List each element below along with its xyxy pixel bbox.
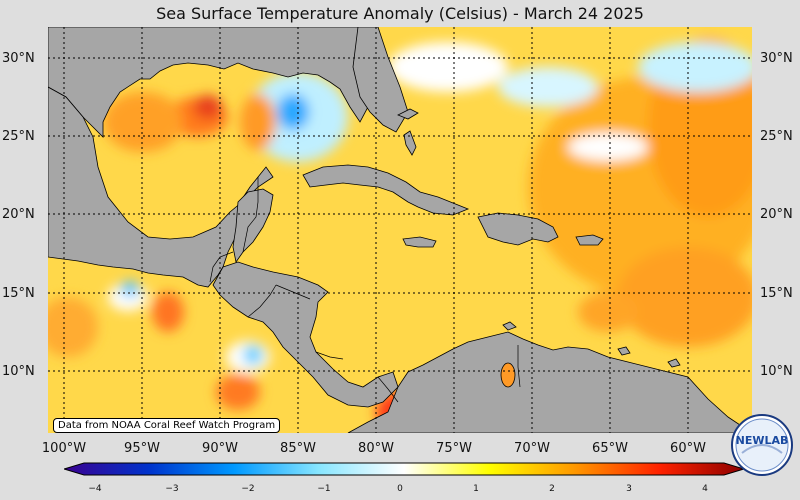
lat-label-right-30: 30°N <box>760 51 793 66</box>
lon-label-60w: 60°W <box>670 441 706 456</box>
lake-maracaibo <box>500 362 516 388</box>
land-masses <box>48 27 752 433</box>
lon-label-85w: 85°W <box>280 441 316 456</box>
colorbar-tick: 2 <box>549 484 555 494</box>
lat-label-right-15: 15°N <box>760 286 793 301</box>
lon-label-90w: 90°W <box>202 441 238 456</box>
lat-label-left-20: 20°N <box>2 207 35 222</box>
colorbar-tick: −2 <box>241 484 255 494</box>
newlab-logo: NEWLAB <box>731 414 793 476</box>
lat-label-left-10: 10°N <box>2 364 35 379</box>
colorbar-tick: 0 <box>397 484 403 494</box>
map-title: Sea Surface Temperature Anomaly (Celsius… <box>156 4 644 23</box>
data-credit-label: Data from NOAA Coral Reef Watch Program <box>53 418 281 433</box>
lat-label-right-10: 10°N <box>760 364 793 379</box>
lat-label-left-30: 30°N <box>2 51 35 66</box>
country-borders <box>209 177 521 403</box>
lon-label-75w: 75°W <box>436 441 472 456</box>
lon-label-65w: 65°W <box>592 441 628 456</box>
colorbar-tick: 4 <box>702 484 708 494</box>
colorbar-tick: 1 <box>473 484 479 494</box>
graticule <box>48 27 752 433</box>
lon-label-80w: 80°W <box>358 441 394 456</box>
lon-label-100w: 100°W <box>41 441 87 456</box>
logo-text: NEWLAB <box>736 434 789 447</box>
colorbar <box>64 462 744 476</box>
lat-label-right-25: 25°N <box>760 129 793 144</box>
lon-label-70w: 70°W <box>514 441 550 456</box>
sst-anomaly-map <box>48 27 752 433</box>
colorbar-tick: 3 <box>626 484 632 494</box>
colorbar-tick: −3 <box>165 484 179 494</box>
lon-label-95w: 95°W <box>124 441 160 456</box>
lat-label-right-20: 20°N <box>760 207 793 222</box>
lat-label-left-15: 15°N <box>2 286 35 301</box>
colorbar-tick: −4 <box>88 484 102 494</box>
colorbar-tick: −1 <box>317 484 331 494</box>
colorbar-gradient <box>64 462 744 476</box>
lat-label-left-25: 25°N <box>2 129 35 144</box>
